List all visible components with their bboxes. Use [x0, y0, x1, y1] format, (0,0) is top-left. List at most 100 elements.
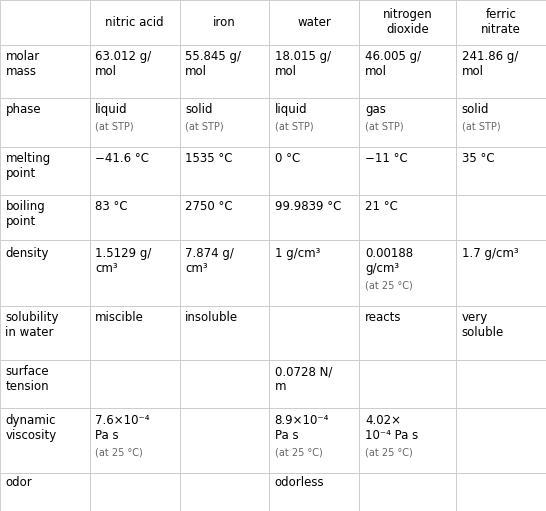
Bar	[269, 45, 359, 98]
Text: ferric
nitrate: ferric nitrate	[481, 9, 521, 36]
Text: (at 25 °C): (at 25 °C)	[275, 448, 323, 458]
Text: solid: solid	[185, 103, 212, 116]
Text: molar
mass: molar mass	[5, 50, 40, 78]
Bar	[456, 306, 546, 360]
Text: density: density	[5, 247, 49, 260]
Bar	[359, 360, 456, 408]
Bar	[90, 306, 180, 360]
Text: boiling
point: boiling point	[5, 199, 45, 227]
Text: 63.012 g/
mol: 63.012 g/ mol	[95, 50, 151, 78]
Bar	[0, 240, 90, 306]
Text: 99.9839 °C: 99.9839 °C	[275, 199, 341, 213]
Text: (at STP): (at STP)	[365, 121, 403, 131]
Text: 0.00188
g/cm³: 0.00188 g/cm³	[365, 247, 413, 274]
Text: 1.7 g/cm³: 1.7 g/cm³	[461, 247, 518, 260]
Bar	[180, 45, 269, 98]
Bar	[359, 473, 456, 511]
Bar	[90, 473, 180, 511]
Bar	[0, 0, 90, 45]
Bar	[0, 360, 90, 408]
Text: solubility
in water: solubility in water	[5, 312, 59, 339]
Text: (at 25 °C): (at 25 °C)	[365, 280, 413, 290]
Text: very
soluble: very soluble	[461, 312, 504, 339]
Bar	[269, 408, 359, 473]
Text: phase: phase	[5, 103, 41, 116]
Bar	[0, 147, 90, 195]
Text: 7.6×10⁻⁴
Pa s: 7.6×10⁻⁴ Pa s	[95, 414, 150, 443]
Bar	[180, 195, 269, 240]
Text: melting
point: melting point	[5, 152, 51, 180]
Text: 55.845 g/
mol: 55.845 g/ mol	[185, 50, 241, 78]
Text: miscible: miscible	[95, 312, 144, 324]
Text: water: water	[298, 16, 331, 29]
Text: 2750 °C: 2750 °C	[185, 199, 233, 213]
Text: iron: iron	[213, 16, 236, 29]
Text: dynamic
viscosity: dynamic viscosity	[5, 414, 57, 443]
Text: liquid: liquid	[95, 103, 128, 116]
Bar	[180, 473, 269, 511]
Bar	[456, 408, 546, 473]
Bar	[359, 98, 456, 147]
Text: 8.9×10⁻⁴
Pa s: 8.9×10⁻⁴ Pa s	[275, 414, 329, 443]
Bar	[90, 147, 180, 195]
Bar	[359, 240, 456, 306]
Bar	[180, 408, 269, 473]
Bar	[180, 0, 269, 45]
Text: odor: odor	[5, 476, 32, 490]
Text: insoluble: insoluble	[185, 312, 238, 324]
Bar	[0, 408, 90, 473]
Bar	[456, 0, 546, 45]
Bar	[269, 98, 359, 147]
Text: surface
tension: surface tension	[5, 365, 49, 393]
Bar	[359, 147, 456, 195]
Bar	[269, 473, 359, 511]
Text: 0 °C: 0 °C	[275, 152, 300, 165]
Bar	[456, 240, 546, 306]
Text: 4.02×
10⁻⁴ Pa s: 4.02× 10⁻⁴ Pa s	[365, 414, 418, 443]
Text: (at STP): (at STP)	[461, 121, 500, 131]
Text: −11 °C: −11 °C	[365, 152, 408, 165]
Bar	[269, 240, 359, 306]
Text: 241.86 g/
mol: 241.86 g/ mol	[461, 50, 518, 78]
Bar	[359, 195, 456, 240]
Text: odorless: odorless	[275, 476, 324, 490]
Bar	[90, 45, 180, 98]
Text: 1 g/cm³: 1 g/cm³	[275, 247, 320, 260]
Bar	[269, 195, 359, 240]
Text: (at STP): (at STP)	[95, 121, 134, 131]
Bar	[90, 240, 180, 306]
Bar	[456, 360, 546, 408]
Text: 1.5129 g/
cm³: 1.5129 g/ cm³	[95, 247, 152, 274]
Bar	[269, 0, 359, 45]
Bar	[180, 98, 269, 147]
Text: gas: gas	[365, 103, 386, 116]
Text: −41.6 °C: −41.6 °C	[95, 152, 149, 165]
Bar	[180, 360, 269, 408]
Text: (at 25 °C): (at 25 °C)	[95, 448, 143, 458]
Bar	[359, 0, 456, 45]
Bar	[456, 45, 546, 98]
Bar	[90, 408, 180, 473]
Bar	[0, 45, 90, 98]
Text: reacts: reacts	[365, 312, 401, 324]
Text: 18.015 g/
mol: 18.015 g/ mol	[275, 50, 331, 78]
Text: 21 °C: 21 °C	[365, 199, 398, 213]
Bar	[90, 360, 180, 408]
Bar	[456, 473, 546, 511]
Bar	[90, 98, 180, 147]
Bar	[269, 147, 359, 195]
Bar	[359, 408, 456, 473]
Text: (at STP): (at STP)	[275, 121, 313, 131]
Text: (at 25 °C): (at 25 °C)	[365, 448, 413, 458]
Text: nitric acid: nitric acid	[105, 16, 164, 29]
Bar	[180, 306, 269, 360]
Bar	[456, 195, 546, 240]
Bar	[359, 306, 456, 360]
Text: liquid: liquid	[275, 103, 307, 116]
Bar	[269, 306, 359, 360]
Text: 83 °C: 83 °C	[95, 199, 128, 213]
Text: 1535 °C: 1535 °C	[185, 152, 233, 165]
Bar	[90, 195, 180, 240]
Text: solid: solid	[461, 103, 489, 116]
Bar	[0, 98, 90, 147]
